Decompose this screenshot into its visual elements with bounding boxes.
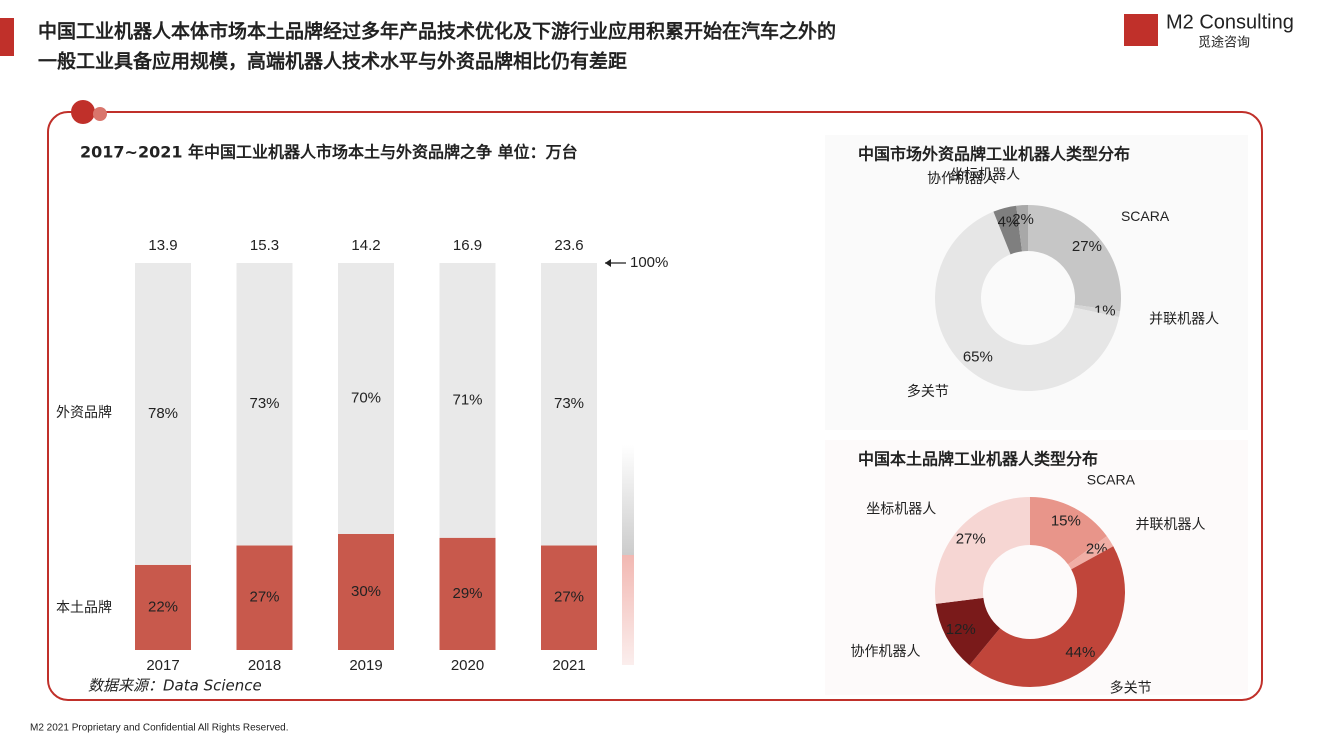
bar-segment <box>236 545 293 650</box>
pie-slice <box>969 546 1125 688</box>
category-label: 并联机器人 <box>1149 311 1219 327</box>
bar-segment <box>135 564 191 650</box>
slice-label: 27% <box>1072 238 1102 255</box>
total-label: 13.9 <box>148 237 177 254</box>
bar-segment <box>439 537 496 650</box>
category-label: SCARA <box>1087 471 1136 487</box>
source: 数据来源：Data Science <box>88 677 262 695</box>
annotation: 100% <box>630 254 668 271</box>
category-label: 并联机器人 <box>1136 517 1206 533</box>
footer: M2 2021 Proprietary and Confidential All… <box>30 723 288 734</box>
x-tick-label: 2021 <box>552 657 585 674</box>
slice-label: 12% <box>946 621 976 638</box>
bar-segment <box>236 263 293 546</box>
category-label: SCARA <box>1121 208 1170 224</box>
x-tick-label: 2018 <box>248 657 281 674</box>
x-tick-label: 2020 <box>451 657 484 674</box>
bar-segment <box>541 545 597 650</box>
title-line: 一般工业具备应用规模，高端机器人技术水平与外资品牌相比仍有差距 <box>38 50 627 73</box>
slice-label: 4% <box>998 213 1020 230</box>
pie-title: 中国市场外资品牌工业机器人类型分布 <box>858 145 1130 164</box>
pie-slice <box>1068 536 1114 570</box>
frame <box>47 111 1263 701</box>
value-label: 30% <box>351 583 381 600</box>
x-tick-label: 2019 <box>349 657 382 674</box>
value-label: 70% <box>351 389 381 406</box>
bar-segment <box>338 533 394 650</box>
pie-slice <box>1030 497 1107 565</box>
slice-label: 2% <box>1012 211 1034 228</box>
dot <box>71 100 95 124</box>
slice-label: 65% <box>963 349 993 366</box>
dot <box>93 107 107 121</box>
pie-slice <box>1016 205 1028 252</box>
logo-sub: 觅途咨询 <box>1198 35 1250 51</box>
bar-segment <box>541 263 597 546</box>
value-label: 73% <box>249 395 279 412</box>
pie-slice <box>1074 304 1121 318</box>
annotation-arrow <box>605 259 611 267</box>
x-tick-label: 2017 <box>146 657 179 674</box>
bar-segment <box>338 263 394 534</box>
category-label: 坐标机器人 <box>866 501 936 517</box>
series-label: 本土品牌 <box>56 599 112 616</box>
decoration <box>622 555 634 665</box>
pie-slice <box>935 211 1120 392</box>
total-label: 23.6 <box>554 237 583 254</box>
category-label: 协作机器人 <box>927 171 997 187</box>
pie-slice <box>934 497 1030 604</box>
value-label: 78% <box>148 405 178 422</box>
slice-label: 15% <box>1051 513 1081 530</box>
value-label: 73% <box>554 395 584 412</box>
logo-mark <box>1124 14 1158 46</box>
pie-slice <box>993 205 1023 255</box>
category-label: 坐标机器人 <box>950 167 1020 183</box>
category-label: 协作机器人 <box>850 644 920 660</box>
value-label: 27% <box>554 589 584 606</box>
pie-slice <box>935 597 1001 666</box>
slice-label: 27% <box>956 531 986 548</box>
total-label: 16.9 <box>453 237 482 254</box>
title-line: 中国工业机器人本体市场本土品牌经过多年产品技术优化及下游行业应用积累开始在汽车之… <box>38 20 836 43</box>
value-label: 27% <box>249 589 279 606</box>
pie-slice <box>1028 205 1121 312</box>
value-label: 22% <box>148 598 178 615</box>
total-label: 14.2 <box>351 237 380 254</box>
category-label: 多关节 <box>907 383 949 400</box>
value-label: 71% <box>452 391 482 408</box>
value-label: 29% <box>452 585 482 602</box>
decoration <box>622 445 634 555</box>
bar-segment <box>135 263 191 565</box>
logo: M2 Consulting <box>1166 11 1294 33</box>
bar-segment <box>439 263 496 538</box>
slice-label: 44% <box>1065 644 1095 661</box>
series-label: 外资品牌 <box>56 404 112 421</box>
bar-title: 2017~2021 年中国工业机器人市场本土与外资品牌之争 单位：万台 <box>80 143 578 162</box>
pie-title: 中国本土品牌工业机器人类型分布 <box>858 450 1098 469</box>
accent-bar <box>0 18 14 56</box>
total-label: 15.3 <box>250 237 279 254</box>
category-label: 多关节 <box>1110 679 1152 696</box>
